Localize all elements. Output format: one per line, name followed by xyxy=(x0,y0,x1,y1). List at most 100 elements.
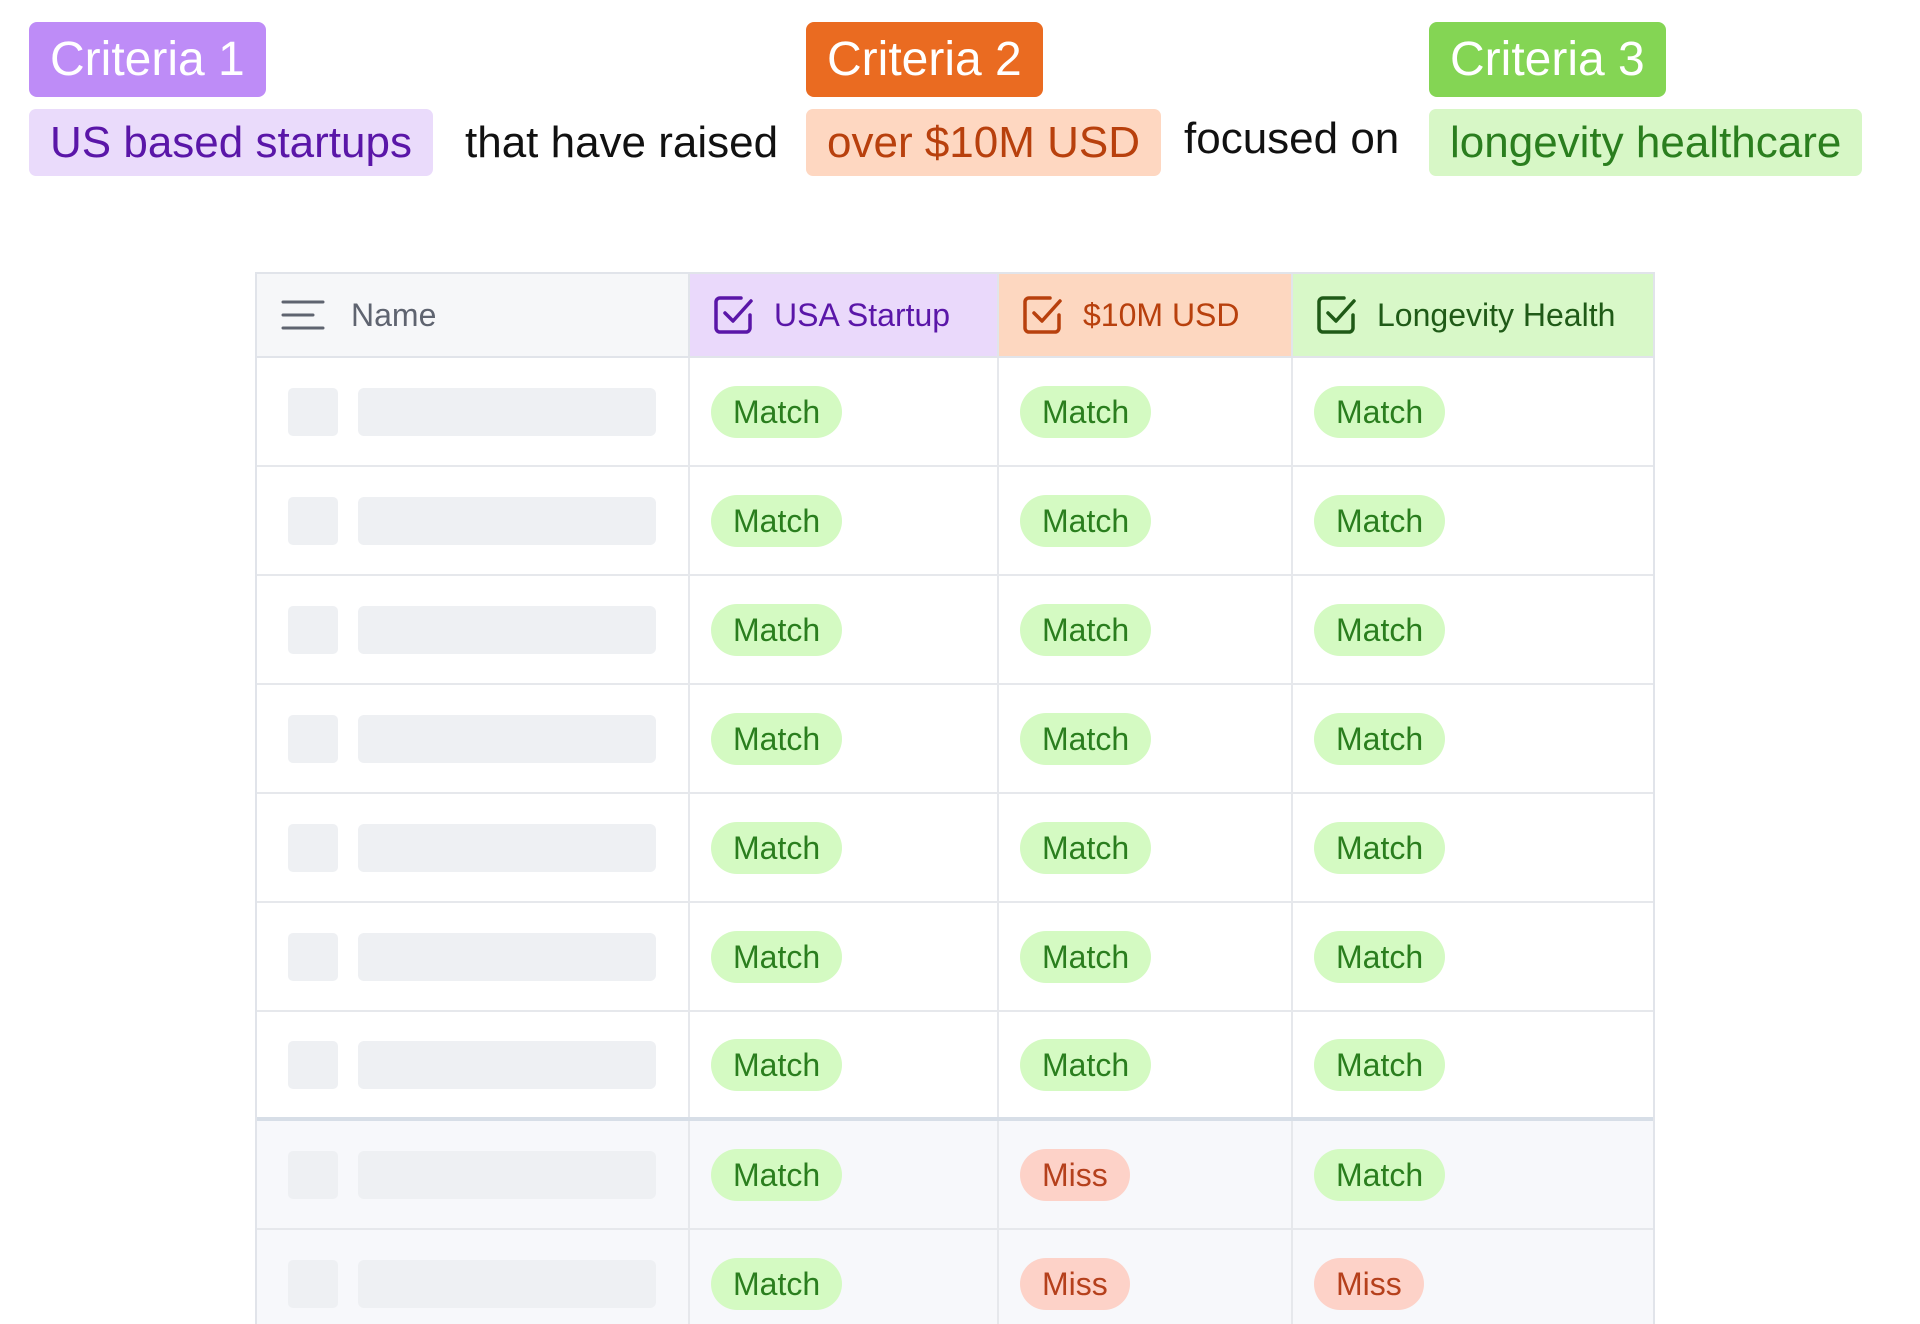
result-cell: Match xyxy=(1293,903,1653,1010)
criteria-2-value: over $10M USD xyxy=(806,109,1162,176)
result-cell: Match xyxy=(999,685,1293,792)
table-row[interactable]: Match Match Match xyxy=(257,685,1653,794)
miss-badge: Miss xyxy=(1314,1257,1424,1310)
table-row[interactable]: Match Miss Miss xyxy=(257,1230,1653,1324)
checkbox-icon xyxy=(1023,296,1062,334)
result-cell: Match xyxy=(1293,794,1653,901)
table-row[interactable]: Match Match Match xyxy=(257,903,1653,1012)
connector-text-raised: that have raised xyxy=(465,118,779,167)
match-badge: Match xyxy=(711,1148,843,1201)
result-cell: Match xyxy=(690,576,999,683)
table-row[interactable]: Match Match Match xyxy=(257,1012,1653,1121)
name-cell xyxy=(257,358,690,465)
result-cell: Match xyxy=(1293,576,1653,683)
match-badge: Match xyxy=(1020,712,1152,765)
match-badge: Match xyxy=(711,494,843,547)
avatar-placeholder xyxy=(288,1040,338,1089)
name-placeholder xyxy=(358,1040,656,1089)
result-cell: Match xyxy=(690,685,999,792)
match-badge: Match xyxy=(1020,1038,1152,1091)
result-cell: Match xyxy=(999,467,1293,574)
avatar-placeholder xyxy=(288,932,338,981)
result-cell: Match xyxy=(1293,467,1653,574)
name-placeholder xyxy=(358,1259,656,1308)
checkbox-icon xyxy=(1317,296,1356,334)
results-table: Name USA Startup $10M USD Longevity Heal… xyxy=(255,272,1655,1324)
result-cell: Match xyxy=(999,903,1293,1010)
result-cell: Miss xyxy=(999,1230,1293,1324)
match-badge: Match xyxy=(1314,1038,1446,1091)
name-placeholder xyxy=(358,496,656,545)
match-badge: Match xyxy=(1314,930,1446,983)
column-header-usa-startup[interactable]: USA Startup xyxy=(690,274,999,356)
name-placeholder xyxy=(358,932,656,981)
match-badge: Match xyxy=(1020,821,1152,874)
list-icon xyxy=(281,300,325,330)
name-cell xyxy=(257,1012,690,1117)
column-label: USA Startup xyxy=(774,296,951,333)
name-placeholder xyxy=(358,714,656,763)
criteria-3-value: longevity healthcare xyxy=(1429,109,1863,176)
result-cell: Miss xyxy=(999,1121,1293,1228)
match-badge: Match xyxy=(1020,603,1152,656)
match-badge: Match xyxy=(1314,1148,1446,1201)
result-cell: Match xyxy=(1293,685,1653,792)
name-cell xyxy=(257,685,690,792)
match-badge: Match xyxy=(711,821,843,874)
table-row[interactable]: Match Match Match xyxy=(257,794,1653,903)
result-cell: Match xyxy=(999,1012,1293,1117)
match-badge: Match xyxy=(1314,494,1446,547)
result-cell: Match xyxy=(690,1121,999,1228)
column-label: Name xyxy=(351,296,437,333)
match-badge: Match xyxy=(1314,385,1446,438)
match-badge: Match xyxy=(1020,385,1152,438)
name-cell xyxy=(257,1121,690,1228)
result-cell: Match xyxy=(690,903,999,1010)
result-cell: Match xyxy=(999,358,1293,465)
table-header: Name USA Startup $10M USD Longevity Heal… xyxy=(257,274,1653,358)
name-placeholder xyxy=(358,1150,656,1199)
result-cell: Match xyxy=(690,1230,999,1324)
table-row[interactable]: Match Miss Match xyxy=(257,1121,1653,1230)
name-cell xyxy=(257,1230,690,1324)
name-cell xyxy=(257,467,690,574)
column-header-name[interactable]: Name xyxy=(257,274,690,356)
column-header-longevity-health[interactable]: Longevity Health xyxy=(1293,274,1653,356)
result-cell: Match xyxy=(999,794,1293,901)
miss-badge: Miss xyxy=(1020,1148,1130,1201)
result-cell: Miss xyxy=(1293,1230,1653,1324)
avatar-placeholder xyxy=(288,1150,338,1199)
table-row[interactable]: Match Match Match xyxy=(257,467,1653,576)
name-cell xyxy=(257,576,690,683)
result-cell: Match xyxy=(999,576,1293,683)
avatar-placeholder xyxy=(288,714,338,763)
result-cell: Match xyxy=(690,1012,999,1117)
column-header-10m-usd[interactable]: $10M USD xyxy=(999,274,1293,356)
match-badge: Match xyxy=(711,1038,843,1091)
match-badge: Match xyxy=(1314,712,1446,765)
checkbox-icon xyxy=(714,296,753,334)
criteria-1-value: US based startups xyxy=(29,109,433,176)
name-cell xyxy=(257,794,690,901)
match-badge: Match xyxy=(1314,603,1446,656)
table-body: Match Match Match Match Match Match Match Match… xyxy=(257,358,1653,1324)
avatar-placeholder xyxy=(288,605,338,654)
match-badge: Match xyxy=(1020,930,1152,983)
avatar-placeholder xyxy=(288,496,338,545)
match-badge: Match xyxy=(711,712,843,765)
connector-text-focused: focused on xyxy=(1184,114,1400,163)
match-badge: Match xyxy=(1314,821,1446,874)
name-placeholder xyxy=(358,387,656,436)
name-placeholder xyxy=(358,823,656,872)
match-badge: Match xyxy=(1020,494,1152,547)
column-label: Longevity Health xyxy=(1377,296,1616,333)
result-cell: Match xyxy=(1293,358,1653,465)
result-cell: Match xyxy=(1293,1012,1653,1117)
match-badge: Match xyxy=(711,930,843,983)
table-row[interactable]: Match Match Match xyxy=(257,576,1653,685)
result-cell: Match xyxy=(1293,1121,1653,1228)
table-row[interactable]: Match Match Match xyxy=(257,358,1653,467)
result-cell: Match xyxy=(690,794,999,901)
avatar-placeholder xyxy=(288,823,338,872)
match-badge: Match xyxy=(711,603,843,656)
